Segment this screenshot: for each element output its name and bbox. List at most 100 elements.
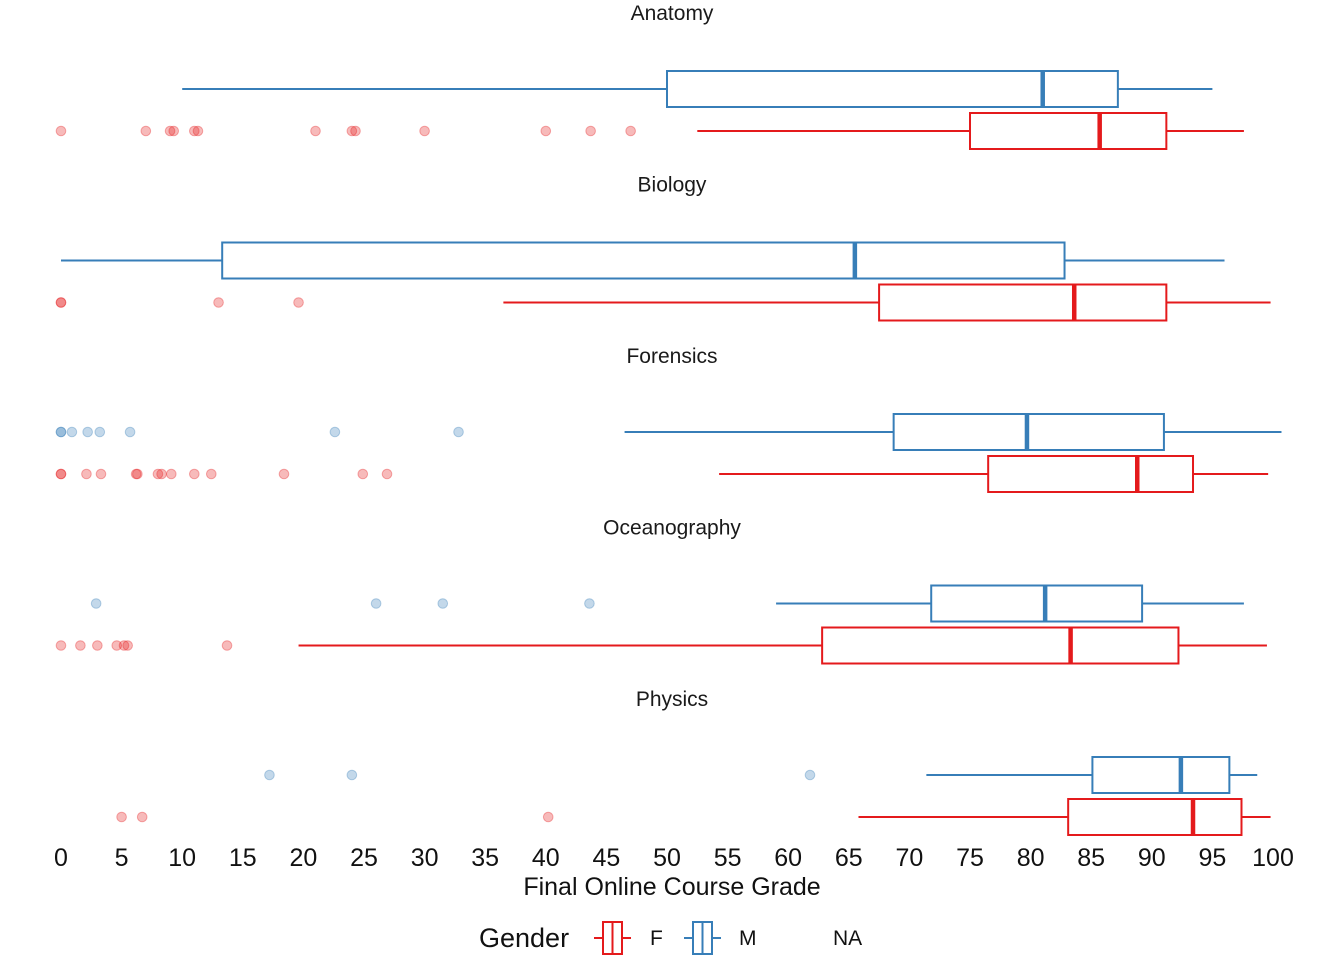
outlier-point bbox=[124, 426, 136, 438]
legend-key bbox=[684, 921, 721, 955]
outlier-point bbox=[111, 640, 123, 651]
outlier-point bbox=[140, 125, 152, 137]
iqr-box bbox=[1091, 756, 1231, 794]
outlier-point bbox=[205, 468, 217, 480]
outlier-point bbox=[75, 640, 86, 651]
box-m bbox=[61, 241, 1225, 280]
x-tick-label: 90 bbox=[1138, 844, 1166, 872]
outlier-point bbox=[584, 598, 595, 609]
outlier-point bbox=[116, 811, 127, 823]
outlier-point bbox=[55, 426, 67, 438]
x-tick-label: 95 bbox=[1198, 844, 1226, 872]
outlier-point bbox=[82, 426, 93, 438]
outlier-point bbox=[189, 125, 200, 137]
legend-label: NA bbox=[833, 927, 862, 950]
box-m bbox=[90, 584, 1244, 623]
facet-anatomy: Anatomy bbox=[55, 2, 1244, 150]
outlier-point bbox=[346, 125, 358, 137]
x-tick-label: 100 bbox=[1252, 844, 1294, 872]
iqr-box bbox=[987, 455, 1195, 493]
outlier-point bbox=[55, 297, 67, 308]
x-tick-label: 55 bbox=[714, 844, 742, 872]
box-m bbox=[182, 70, 1213, 108]
box-f bbox=[116, 798, 1271, 836]
outlier-point bbox=[132, 468, 143, 480]
outlier-point bbox=[95, 468, 107, 480]
x-tick-label: 80 bbox=[1017, 844, 1045, 872]
outlier-point bbox=[55, 468, 67, 480]
box-f bbox=[55, 455, 1269, 493]
outlier-point bbox=[625, 125, 636, 137]
legend-label: M bbox=[739, 927, 757, 950]
outlier-point bbox=[542, 811, 554, 823]
outlier-point bbox=[419, 125, 430, 137]
outlier-point bbox=[346, 769, 358, 781]
x-axis: 0 5 10 15 20 25 30 35 40 45 50 55 60 65 70 75 80 85 90 95 10… bbox=[54, 844, 1294, 872]
facet-physics: Physics bbox=[116, 688, 1271, 836]
outlier-point bbox=[357, 468, 369, 480]
box-m bbox=[264, 756, 1258, 794]
outlier-point bbox=[156, 468, 167, 480]
outlier-point bbox=[55, 468, 67, 480]
x-tick-label: 20 bbox=[289, 844, 317, 872]
x-tick-label: 50 bbox=[653, 844, 681, 872]
outlier-point bbox=[437, 598, 449, 609]
outlier-point bbox=[136, 811, 148, 823]
legend-entry-na: NA bbox=[833, 927, 862, 950]
facet-panels: Anatomy Biology Forensics Oceanography Physi… bbox=[55, 2, 1282, 836]
outlier-point bbox=[370, 598, 382, 609]
outlier-point bbox=[540, 125, 552, 137]
outlier-point bbox=[152, 468, 164, 480]
iqr-box bbox=[221, 241, 1066, 280]
facet-biology: Biology bbox=[55, 174, 1271, 322]
facet-title: Biology bbox=[638, 174, 707, 197]
facet-title: Forensics bbox=[626, 345, 717, 368]
outlier-point bbox=[264, 769, 275, 781]
outlier-point bbox=[92, 640, 103, 651]
iqr-box bbox=[969, 112, 1168, 150]
outlier-point bbox=[350, 125, 361, 137]
box-f bbox=[55, 626, 1267, 665]
outlier-point bbox=[81, 468, 92, 480]
facet-title: Physics bbox=[636, 688, 708, 711]
outlier-point bbox=[213, 297, 224, 308]
x-tick-label: 65 bbox=[835, 844, 863, 872]
x-tick-label: 5 bbox=[115, 844, 129, 872]
outlier-point bbox=[453, 426, 464, 438]
facet-oceanography: Oceanography bbox=[55, 517, 1267, 665]
outlier-point bbox=[381, 468, 393, 480]
outlier-point bbox=[90, 598, 102, 609]
x-tick-label: 30 bbox=[411, 844, 439, 872]
x-tick-label: 70 bbox=[895, 844, 923, 872]
outlier-point bbox=[168, 125, 180, 137]
outlier-point bbox=[192, 125, 204, 137]
box-m bbox=[55, 413, 1282, 451]
facet-title: Anatomy bbox=[631, 2, 714, 25]
outlier-point bbox=[804, 769, 816, 781]
outlier-point bbox=[293, 297, 304, 308]
box-f bbox=[55, 283, 1271, 322]
outlier-point bbox=[164, 125, 176, 137]
x-tick-label: 15 bbox=[229, 844, 257, 872]
legend: Gender F M NA bbox=[479, 921, 862, 955]
outlier-point bbox=[122, 640, 133, 651]
outlier-point bbox=[278, 468, 290, 480]
x-tick-label: 75 bbox=[956, 844, 984, 872]
outlier-point bbox=[55, 426, 67, 438]
facet-forensics: Forensics bbox=[55, 345, 1282, 493]
outlier-point bbox=[66, 426, 78, 438]
legend-label: F bbox=[650, 927, 663, 950]
outlier-point bbox=[310, 125, 321, 137]
x-tick-label: 10 bbox=[168, 844, 196, 872]
outlier-point bbox=[55, 297, 67, 308]
outlier-point bbox=[55, 640, 67, 651]
iqr-box bbox=[1067, 798, 1243, 836]
legend-entry-m: M bbox=[684, 921, 757, 955]
x-axis-title: Final Online Course Grade bbox=[523, 873, 820, 901]
outlier-point bbox=[585, 125, 596, 137]
outlier-point bbox=[221, 640, 233, 651]
outlier-point bbox=[130, 468, 142, 480]
outlier-point bbox=[329, 426, 341, 438]
iqr-box bbox=[821, 626, 1180, 665]
